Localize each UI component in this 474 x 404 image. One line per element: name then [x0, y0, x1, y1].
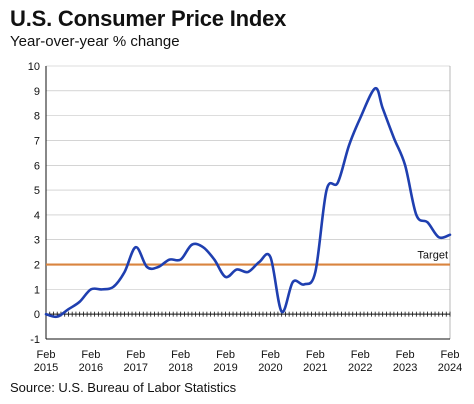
y-tick-label: 8: [34, 111, 40, 123]
x-tick-label: Feb 2021: [303, 349, 327, 374]
y-tick-label: 0: [34, 309, 40, 321]
x-tick-label: Feb 2018: [168, 349, 192, 374]
y-tick-label: 1: [34, 284, 40, 296]
y-tick-label: 3: [34, 235, 40, 247]
cpi-series-line: [44, 87, 452, 319]
x-tick-label: Feb 2015: [34, 349, 58, 374]
y-tick-label: 5: [34, 185, 40, 197]
x-tick-label: Feb 2016: [79, 349, 103, 374]
y-tick-label: 9: [34, 86, 40, 98]
x-tick-label: Feb 2024: [438, 349, 462, 374]
x-tick-label: Feb 2017: [124, 349, 148, 374]
y-tick-label: -1: [30, 334, 40, 346]
y-tick-label: 7: [34, 135, 40, 147]
x-tick-label: Feb 2020: [258, 349, 282, 374]
chart-subtitle: Year-over-year % change: [10, 33, 180, 50]
source-note: Source: U.S. Bureau of Labor Statistics: [10, 380, 237, 395]
y-tick-label: 4: [34, 210, 40, 222]
y-tick-label: 6: [34, 160, 40, 172]
target-label: Target: [417, 250, 448, 262]
chart-title: U.S. Consumer Price Index: [10, 6, 287, 31]
y-tick-label: 2: [34, 260, 40, 272]
x-tick-label: Feb 2019: [213, 349, 237, 374]
x-tick-label: Feb 2022: [348, 349, 372, 374]
y-tick-label: 10: [28, 61, 40, 73]
x-tick-label: Feb 2023: [393, 349, 417, 374]
